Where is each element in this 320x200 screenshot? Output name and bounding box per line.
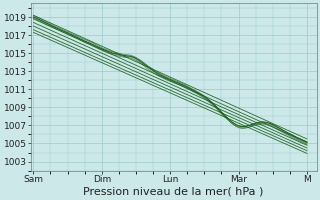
X-axis label: Pression niveau de la mer( hPa ): Pression niveau de la mer( hPa ): [84, 187, 264, 197]
